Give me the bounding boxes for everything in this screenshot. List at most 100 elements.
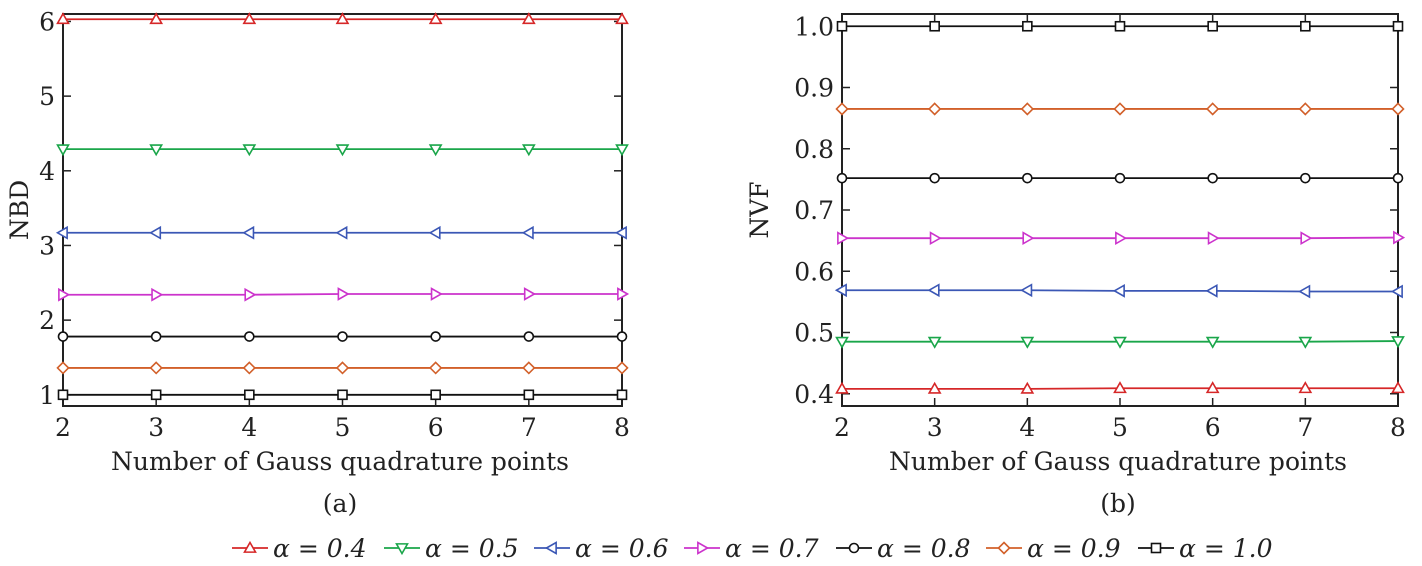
data-point	[149, 12, 164, 25]
data-point	[523, 331, 535, 342]
series-b-5	[836, 172, 1404, 184]
y-tick-label-b: 0.4	[794, 380, 834, 409]
series-b-6	[835, 102, 1405, 116]
data-point	[149, 225, 162, 240]
data-point	[1207, 231, 1220, 246]
x-tick-label-a: 5	[335, 413, 351, 442]
data-point	[1390, 284, 1403, 299]
data-point	[615, 12, 629, 25]
series-b	[834, 20, 1406, 394]
x-tick-label-a: 3	[148, 413, 164, 442]
data-point	[57, 389, 69, 401]
panel-b: 2 3 4 5 6 7 8 0.4 0.5 0.6 0.7 0.8 0.9 1.0 Number of G…	[745, 12, 1406, 518]
data-point	[1113, 336, 1127, 349]
data-point	[337, 389, 348, 401]
x-tick-label-a: 6	[428, 413, 444, 442]
legend-item: α = 0.5	[384, 534, 518, 563]
data-point	[1113, 381, 1127, 394]
data-point	[927, 381, 942, 394]
data-point	[149, 361, 163, 375]
data-point	[428, 144, 443, 157]
data-point	[835, 102, 849, 116]
data-point	[1022, 172, 1033, 184]
data-point	[929, 231, 942, 246]
data-point	[929, 20, 940, 32]
data-point	[151, 287, 164, 302]
y-tick-label-b: 0.6	[794, 257, 834, 286]
data-point	[1298, 102, 1312, 116]
data-point	[521, 12, 536, 25]
legend-label: α = 1.0	[1179, 534, 1273, 563]
series-a-2	[56, 144, 629, 157]
data-point	[1391, 381, 1405, 394]
legend-label: α = 0.9	[1027, 534, 1121, 563]
x-tick-label-b: 2	[834, 413, 850, 442]
legend-item: α = 0.7	[684, 534, 819, 563]
legend-item: α = 1.0	[1138, 534, 1273, 563]
data-point	[1112, 283, 1125, 298]
data-point	[337, 331, 348, 342]
x-tick-label-b: 7	[1297, 413, 1313, 442]
data-point	[57, 331, 69, 342]
data-point	[835, 336, 849, 349]
data-point	[335, 144, 350, 157]
data-point	[616, 389, 628, 401]
data-point	[523, 389, 535, 401]
y-tick-label-a: 1	[39, 381, 55, 410]
legend-item: α = 0.9	[986, 534, 1121, 563]
x-tick-label-a: 2	[55, 413, 71, 442]
data-point	[1300, 231, 1313, 246]
data-point	[58, 287, 71, 302]
data-point	[55, 225, 68, 240]
series-a-5	[57, 331, 628, 342]
x-axis-label-b: Number of Gauss quadrature points	[889, 447, 1347, 476]
data-point	[522, 361, 536, 375]
data-point	[150, 331, 162, 342]
data-point	[1391, 102, 1405, 116]
data-point	[836, 20, 848, 32]
data-point	[56, 361, 70, 375]
data-point	[430, 331, 441, 342]
data-point	[430, 287, 443, 301]
series-a	[55, 12, 630, 401]
plot-frame-a	[62, 13, 623, 407]
data-point	[521, 225, 534, 240]
data-point	[242, 361, 256, 375]
legend-marker	[848, 542, 860, 554]
data-point	[335, 12, 350, 25]
data-point	[1207, 20, 1218, 32]
series-a-3	[55, 225, 627, 240]
series-a-1	[56, 12, 629, 25]
data-point	[521, 144, 536, 157]
data-point	[1020, 283, 1033, 298]
x-tick-label-a: 8	[614, 413, 630, 442]
data-point	[1300, 172, 1311, 184]
x-tick-label-b: 5	[1112, 413, 1128, 442]
data-point	[927, 336, 942, 349]
data-point	[1207, 172, 1218, 184]
data-point	[1391, 336, 1405, 349]
data-point	[615, 361, 629, 375]
legend-marker	[243, 540, 257, 553]
series-b-3	[834, 283, 1403, 299]
series-b-2	[835, 336, 1405, 349]
data-point	[836, 172, 848, 184]
series-a-4	[58, 287, 630, 302]
data-point	[834, 283, 847, 298]
series-b-1	[835, 381, 1405, 394]
data-point	[929, 172, 940, 184]
x-tick-label-a: 4	[241, 413, 257, 442]
data-point	[149, 144, 164, 157]
y-tick-label-a: 5	[39, 82, 55, 111]
data-point	[335, 225, 348, 240]
data-point	[56, 144, 70, 157]
data-point	[1205, 381, 1220, 394]
data-point	[1392, 172, 1404, 184]
data-point	[242, 144, 257, 157]
series-b-4	[837, 230, 1406, 246]
data-point	[1115, 231, 1128, 246]
data-point	[1205, 336, 1220, 349]
data-point	[1020, 381, 1035, 394]
